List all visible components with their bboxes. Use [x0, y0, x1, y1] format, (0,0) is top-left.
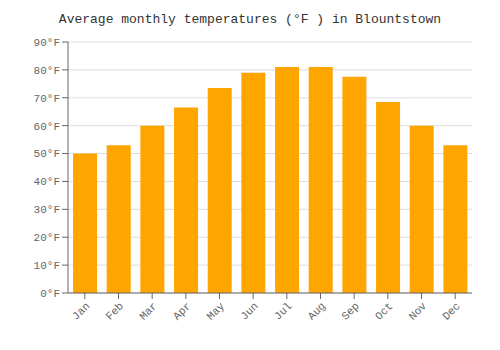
- svg-text:50°F: 50°F: [34, 148, 60, 160]
- svg-text:Oct: Oct: [373, 300, 395, 322]
- svg-text:30°F: 30°F: [34, 204, 60, 216]
- svg-text:Jul: Jul: [272, 300, 294, 322]
- html-text:Average monthly temperatures (: Average monthly temperatures (°F ) in Bl…: [58, 12, 442, 27]
- svg-text:0°F: 0°F: [40, 288, 60, 300]
- svg-text:20°F: 20°F: [34, 232, 60, 244]
- svg-text:Apr: Apr: [171, 300, 193, 322]
- svg-text:Nov: Nov: [407, 300, 430, 323]
- svg-text:40°F: 40°F: [34, 176, 60, 188]
- svg-text:Sep: Sep: [339, 300, 361, 322]
- svg-text:Jan: Jan: [70, 300, 92, 322]
- svg-text:60°F: 60°F: [34, 121, 60, 133]
- svg-text:70°F: 70°F: [34, 93, 60, 105]
- svg-text:Feb: Feb: [104, 300, 126, 322]
- svg-text:Aug: Aug: [306, 300, 328, 322]
- svg-text:May: May: [205, 300, 228, 323]
- svg-text:80°F: 80°F: [34, 65, 60, 77]
- svg-text:Mar: Mar: [137, 300, 159, 322]
- svg-text:Jun: Jun: [238, 300, 260, 322]
- svg-text:Dec: Dec: [440, 300, 462, 322]
- svg-text:90°F: 90°F: [34, 37, 60, 49]
- svg-text:10°F: 10°F: [34, 260, 60, 272]
